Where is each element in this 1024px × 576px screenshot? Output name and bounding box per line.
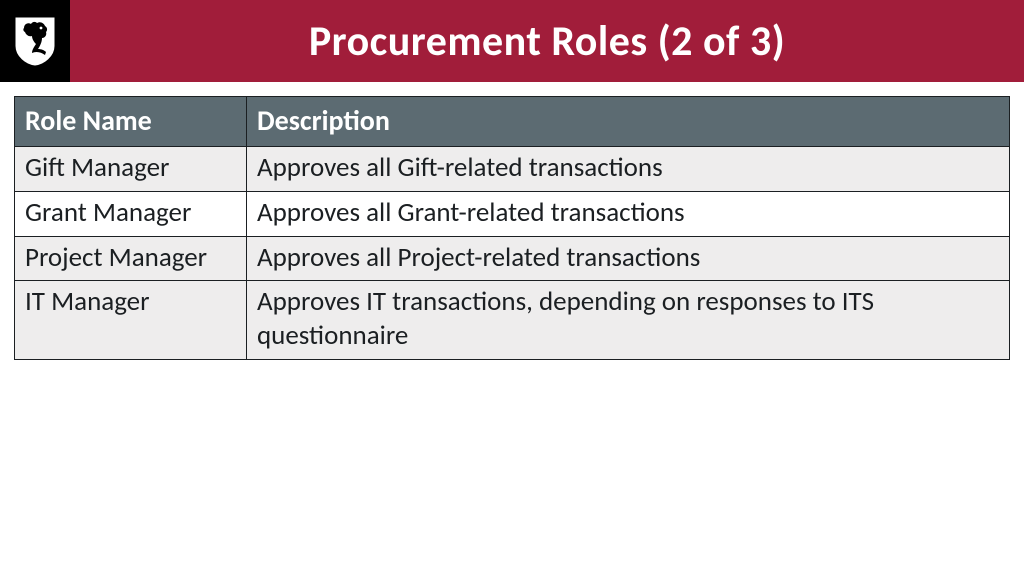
roles-table: Role Name Description Gift Manager Appro…	[14, 96, 1010, 360]
cell-description: Approves all Grant-related transactions	[247, 191, 1010, 236]
slide-header: Procurement Roles (2 of 3)	[0, 0, 1024, 82]
table-row: Grant Manager Approves all Grant-related…	[15, 191, 1010, 236]
cell-role: Project Manager	[15, 236, 247, 281]
cell-description: Approves all Project-related transaction…	[247, 236, 1010, 281]
cell-role: Gift Manager	[15, 147, 247, 192]
col-header-description: Description	[247, 97, 1010, 147]
table-header-row: Role Name Description	[15, 97, 1010, 147]
content-area: Role Name Description Gift Manager Appro…	[0, 82, 1024, 360]
table-row: Project Manager Approves all Project-rel…	[15, 236, 1010, 281]
wsu-shield-icon	[14, 16, 56, 66]
table-row: IT Manager Approves IT transactions, dep…	[15, 281, 1010, 360]
logo-box	[0, 0, 70, 82]
cell-role: IT Manager	[15, 281, 247, 360]
cell-description: Approves all Gift-related transactions	[247, 147, 1010, 192]
table-row: Gift Manager Approves all Gift-related t…	[15, 147, 1010, 192]
slide-title: Procurement Roles (2 of 3)	[309, 16, 785, 67]
cell-role: Grant Manager	[15, 191, 247, 236]
cell-description: Approves IT transactions, depending on r…	[247, 281, 1010, 360]
title-bar: Procurement Roles (2 of 3)	[70, 0, 1024, 82]
col-header-role: Role Name	[15, 97, 247, 147]
